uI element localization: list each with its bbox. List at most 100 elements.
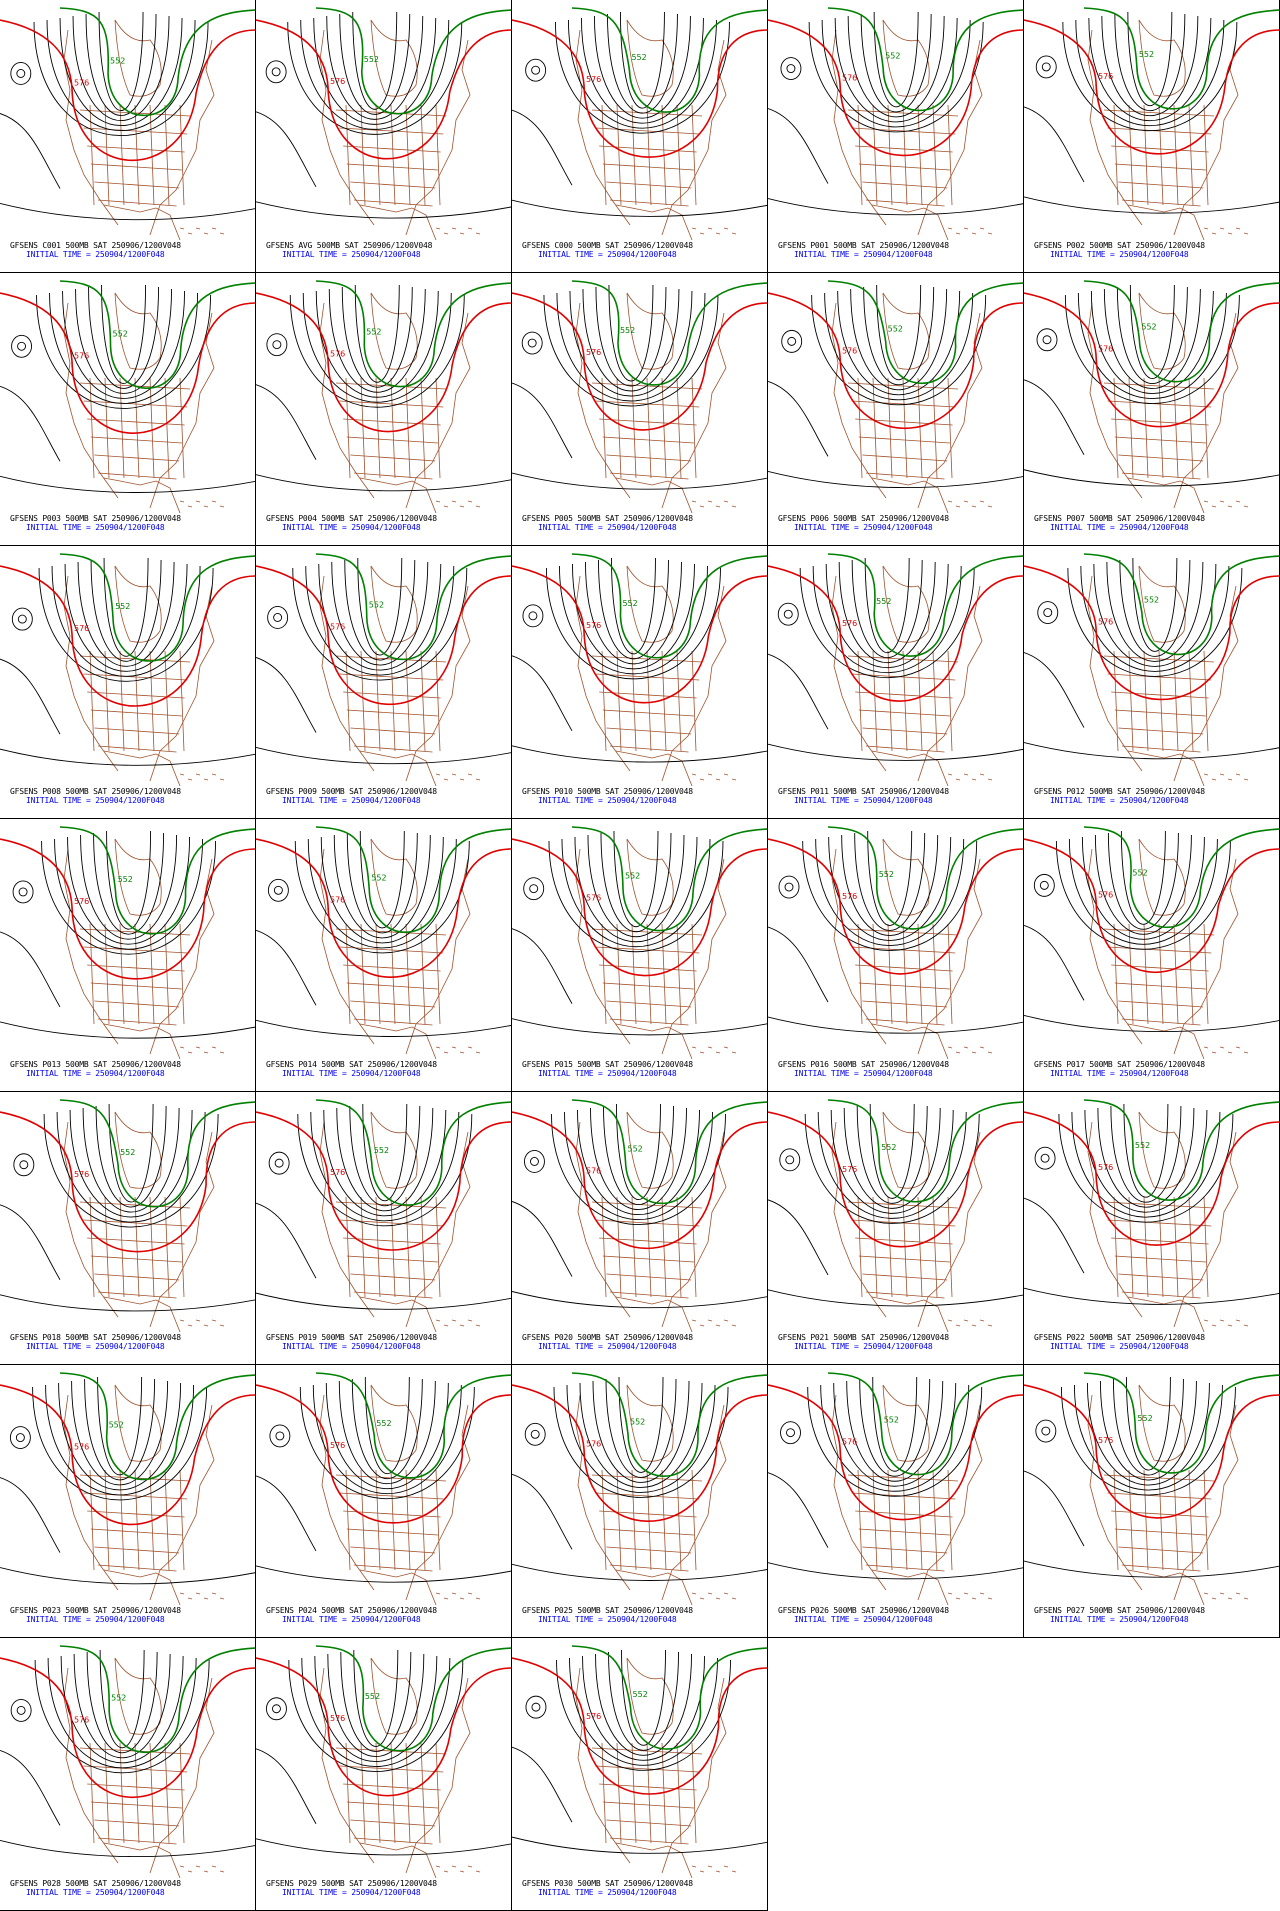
label-552: 552 <box>1139 50 1154 59</box>
contour-576 <box>0 1657 255 1799</box>
hudson-bay <box>1138 292 1186 370</box>
ensemble-panel: 576 552 GFSENS P008 500MB SAT 250906/1200V… <box>0 546 256 819</box>
height-map: 576 552 <box>512 1645 767 1879</box>
contour-552 <box>1083 1372 1279 1474</box>
west-coast <box>1087 575 1143 772</box>
contour-576 <box>256 838 511 978</box>
label-552: 552 <box>881 1143 896 1152</box>
west-coast <box>319 1121 375 1318</box>
height-contours <box>256 557 511 765</box>
hudson-bay <box>882 19 930 97</box>
contour-576 <box>1024 292 1279 428</box>
height-map: 576 552 <box>1024 1099 1279 1333</box>
label-552: 552 <box>879 870 894 879</box>
height-map: 576 552 <box>256 1372 511 1606</box>
height-contours <box>512 557 767 763</box>
map-borders <box>1087 1111 1249 1333</box>
label-552: 552 <box>884 1416 899 1425</box>
ensemble-panel: 576 552 GFSENS P025 500MB SAT 250906/1200V… <box>512 1365 768 1638</box>
contour-576 <box>1024 1384 1279 1519</box>
east-coast <box>1173 1404 1239 1601</box>
contour-576 <box>1024 565 1279 701</box>
height-contours <box>1024 1103 1279 1305</box>
panel-title: GFSENS P021 500MB SAT 250906/1200V048 <box>778 1333 949 1342</box>
contour-576 <box>768 838 1023 975</box>
hudson-bay <box>114 292 162 370</box>
label-576: 576 <box>842 74 857 83</box>
height-contours <box>512 830 767 1036</box>
west-coast <box>319 575 375 772</box>
hudson-bay <box>882 1384 930 1462</box>
pacific-low <box>781 329 803 353</box>
panel-title: GFSENS P004 500MB SAT 250906/1200V048 <box>266 514 437 523</box>
contour-576 <box>512 565 767 704</box>
label-552: 552 <box>1141 323 1156 332</box>
west-coast <box>319 848 375 1045</box>
gulf-coast <box>871 477 949 514</box>
label-576: 576 <box>74 1715 89 1724</box>
label-552: 552 <box>630 1417 645 1426</box>
label-576: 576 <box>330 895 345 904</box>
hudson-bay <box>370 565 418 643</box>
pacific-low <box>779 1148 801 1172</box>
height-map: 576 552 <box>768 1372 1023 1606</box>
ensemble-panel: 576 552 GFSENS P002 500MB SAT 250906/1200V… <box>1024 0 1280 273</box>
panel-initial-time: INITIAL TIME = 250904/1200F048 <box>538 1069 677 1078</box>
label-576: 576 <box>586 1439 601 1448</box>
height-contours <box>256 1649 511 1856</box>
panel-title: GFSENS P026 500MB SAT 250906/1200V048 <box>778 1606 949 1615</box>
map-borders <box>63 1657 225 1879</box>
label-576: 576 <box>1098 618 1113 627</box>
ensemble-panel: 576 552 GFSENS P003 500MB SAT 250906/1200V… <box>0 273 256 546</box>
pacific-low <box>265 60 287 84</box>
label-576: 576 <box>586 1712 601 1721</box>
east-coast <box>917 858 983 1055</box>
height-map: 576 552 <box>0 553 255 787</box>
contour-576 <box>256 1657 511 1797</box>
height-contours <box>0 1103 255 1312</box>
height-contours <box>1024 284 1279 487</box>
west-coast <box>63 302 119 499</box>
east-coast <box>661 858 727 1055</box>
label-552: 552 <box>365 1692 380 1701</box>
contour-552 <box>59 7 255 117</box>
east-coast <box>1173 39 1239 236</box>
label-552: 552 <box>110 56 125 65</box>
east-coast <box>405 585 471 782</box>
gulf-coast <box>615 1569 693 1606</box>
gulf-coast <box>103 204 181 241</box>
panel-initial-time: INITIAL TIME = 250904/1200F048 <box>26 796 165 805</box>
panel-initial-time: INITIAL TIME = 250904/1200F048 <box>282 1069 421 1078</box>
contour-576 <box>0 19 255 162</box>
pacific-low <box>522 604 544 628</box>
hudson-bay <box>370 1384 418 1462</box>
east-coast <box>405 858 471 1055</box>
contour-552 <box>1083 1099 1279 1201</box>
label-576: 576 <box>586 621 601 630</box>
west-coast <box>1087 848 1143 1045</box>
panel-initial-time: INITIAL TIME = 250904/1200F048 <box>794 1342 933 1351</box>
pacific-low <box>525 58 547 82</box>
label-552: 552 <box>111 1693 126 1702</box>
panel-title: GFSENS P001 500MB SAT 250906/1200V048 <box>778 241 949 250</box>
ensemble-panel: 576 552 GFSENS P023 500MB SAT 250906/1200V… <box>0 1365 256 1638</box>
pacific-low <box>778 875 800 899</box>
west-coast <box>319 29 375 226</box>
contour-576 <box>0 565 255 707</box>
panel-title: GFSENS AVG 500MB SAT 250906/1200V048 <box>266 241 433 250</box>
contour-552 <box>571 553 767 659</box>
label-552: 552 <box>622 599 637 608</box>
label-576: 576 <box>586 894 601 903</box>
ensemble-panel: 576 552 GFSENS P030 500MB SAT 250906/1200V… <box>512 1638 768 1911</box>
pacific-low <box>13 1153 35 1177</box>
pacific-low <box>269 1424 291 1448</box>
panel-initial-time: INITIAL TIME = 250904/1200F048 <box>26 523 165 532</box>
pacific-low <box>10 62 32 85</box>
height-contours <box>512 1649 767 1854</box>
contour-552 <box>315 280 511 388</box>
label-576: 576 <box>330 1714 345 1723</box>
label-576: 576 <box>586 348 601 357</box>
ensemble-panel: 576 552 GFSENS P027 500MB SAT 250906/1200V… <box>1024 1365 1280 1638</box>
gulf-coast <box>103 750 181 787</box>
height-map: 576 552 <box>0 826 255 1060</box>
